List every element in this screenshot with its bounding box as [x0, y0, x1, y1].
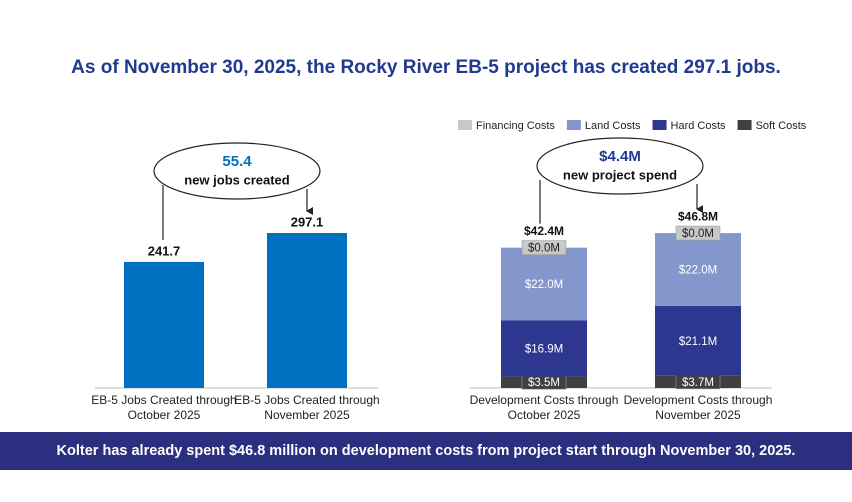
- legend-swatch: [737, 120, 752, 130]
- legend-swatch: [566, 120, 581, 130]
- footer-text: Kolter has already spent $46.8 million o…: [57, 443, 796, 459]
- value-label: $21.1M: [679, 336, 717, 348]
- annotation-text: new jobs created: [184, 172, 290, 187]
- value-label: $0.0M: [682, 228, 714, 240]
- x-tick-label: Development Costs through November 2025: [623, 393, 773, 422]
- legend-label: Hard Costs: [671, 120, 727, 132]
- bar: [124, 261, 204, 388]
- annotation-ellipse: [536, 137, 704, 195]
- value-label: $16.9M: [525, 343, 563, 355]
- annotation-text: new project spend: [563, 167, 677, 182]
- bar-segment: [501, 247, 587, 321]
- annotation-ellipse: [153, 142, 321, 200]
- x-tick-label: EB-5 Jobs Created through November 2025: [234, 393, 380, 422]
- legend-label: Soft Costs: [756, 120, 807, 132]
- legend-swatch: [458, 120, 472, 130]
- total-label: $46.8M: [678, 209, 718, 223]
- value-label: $3.7M: [682, 377, 714, 389]
- value-label: 241.7: [148, 243, 181, 258]
- value-label: $22.0M: [679, 265, 717, 277]
- value-label-box: [521, 240, 567, 255]
- bar-segment: [501, 320, 587, 377]
- value-label: 297.1: [291, 214, 324, 229]
- annotation-value: 55.4: [222, 153, 252, 170]
- value-label: $3.5M: [528, 377, 560, 389]
- footer-banner: [0, 432, 852, 470]
- value-label: $22.0M: [525, 279, 563, 291]
- bar: [267, 233, 347, 388]
- bar-segment: [655, 305, 741, 376]
- value-label: $0.0M: [528, 243, 560, 255]
- legend-label: Financing Costs: [476, 120, 555, 132]
- total-label: $42.4M: [524, 224, 564, 238]
- value-label-box: [675, 225, 721, 241]
- bar-segment: [655, 233, 741, 306]
- legend-label: Land Costs: [585, 120, 641, 132]
- slide-title: As of November 30, 2025, the Rocky River…: [71, 57, 781, 78]
- x-tick-label: Development Costs through October 2025: [469, 393, 619, 422]
- annotation-value: $4.4M: [599, 148, 641, 165]
- x-tick-label: EB-5 Jobs Created through October 2025: [91, 393, 237, 422]
- legend-swatch: [652, 120, 667, 130]
